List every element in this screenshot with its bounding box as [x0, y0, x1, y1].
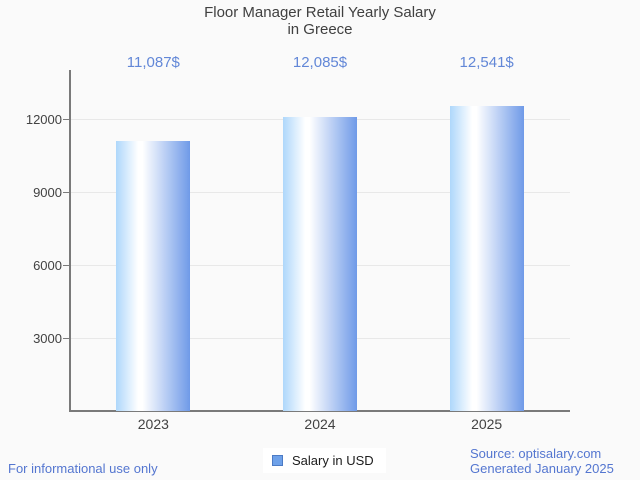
y-axis-label: 12000 [25, 111, 62, 127]
chart-title-line2: in Greece [287, 21, 353, 38]
value-label: 12,541$ [459, 54, 514, 71]
source-info: Source: optisalary.com Generated January… [470, 446, 614, 476]
legend-label: Salary in USD [292, 453, 374, 468]
x-axis-line [69, 410, 570, 412]
y-axis-tick [63, 337, 70, 339]
legend-swatch-icon [272, 455, 283, 466]
generated-text: Generated January 2025 [470, 461, 614, 476]
x-axis-label: 2024 [304, 416, 336, 432]
disclaimer-text: For informational use only [8, 461, 158, 476]
y-axis-label: 9000 [33, 184, 62, 200]
chart-title: Floor Manager Retail Yearly Salary in Gr… [0, 4, 640, 38]
chart-title-line1: Floor Manager Retail Yearly Salary [204, 4, 436, 21]
y-axis-tick [63, 191, 70, 193]
y-axis-tick [63, 264, 70, 266]
value-label: 12,085$ [292, 54, 348, 71]
bar-2024 [283, 116, 357, 411]
bar-2023 [116, 140, 191, 411]
bar-2025 [449, 105, 524, 411]
y-axis-line [69, 70, 71, 412]
value-label: 11,087$ [126, 54, 180, 71]
source-text: Source: optisalary.com [470, 446, 602, 461]
y-axis-label: 3000 [33, 330, 62, 346]
x-axis-label: 2025 [471, 416, 503, 432]
y-axis-tick [63, 118, 70, 120]
x-axis-label: 2023 [137, 416, 169, 432]
y-axis-label: 6000 [33, 257, 62, 273]
legend: Salary in USD [263, 448, 386, 473]
